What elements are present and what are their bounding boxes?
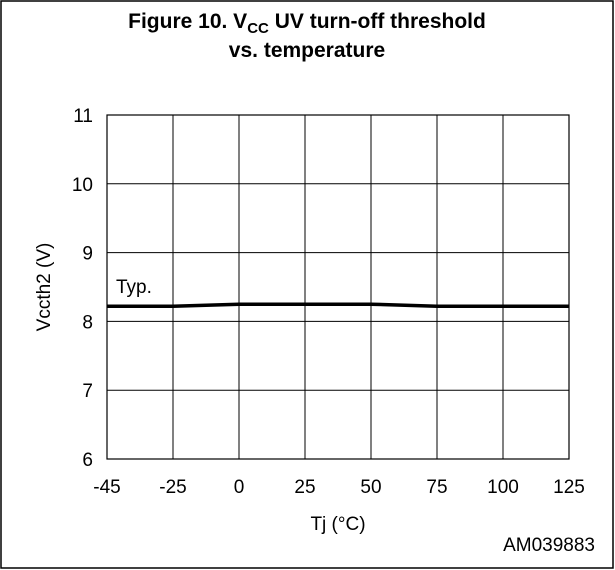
y-tick-label: 7 bbox=[82, 381, 93, 402]
y-tick-label: 9 bbox=[82, 244, 93, 265]
x-tick-label: 100 bbox=[487, 477, 519, 498]
x-tick-label: 0 bbox=[234, 477, 245, 498]
title-subscript: CC bbox=[247, 20, 269, 37]
x-axis-label: Tj (°C) bbox=[310, 514, 365, 535]
x-tick-label: 50 bbox=[360, 477, 381, 498]
x-tick-label: -45 bbox=[93, 477, 120, 498]
plot-border bbox=[106, 114, 570, 460]
x-tick-label: 125 bbox=[553, 477, 585, 498]
x-tick-label: -25 bbox=[159, 477, 186, 498]
figure-code: AM039883 bbox=[503, 535, 595, 556]
x-tick-label: 75 bbox=[426, 477, 447, 498]
x-tick-label: 25 bbox=[294, 477, 315, 498]
chart-title: Figure 10. VCC UV turn-off threshold bbox=[128, 10, 486, 37]
chart-title-line2: vs. temperature bbox=[229, 39, 385, 62]
title-part: UV turn-off threshold bbox=[269, 10, 486, 33]
y-tick-label: 11 bbox=[73, 106, 93, 127]
y-axis-label: Vccth2 (V) bbox=[34, 243, 55, 332]
y-tick-label: 10 bbox=[72, 175, 93, 196]
y-tick-label: 6 bbox=[82, 450, 93, 471]
series-line bbox=[107, 302, 569, 309]
y-tick-label: 8 bbox=[82, 312, 93, 333]
annotation: Typ. bbox=[116, 277, 152, 298]
title-part: Figure 10. V bbox=[128, 10, 247, 33]
